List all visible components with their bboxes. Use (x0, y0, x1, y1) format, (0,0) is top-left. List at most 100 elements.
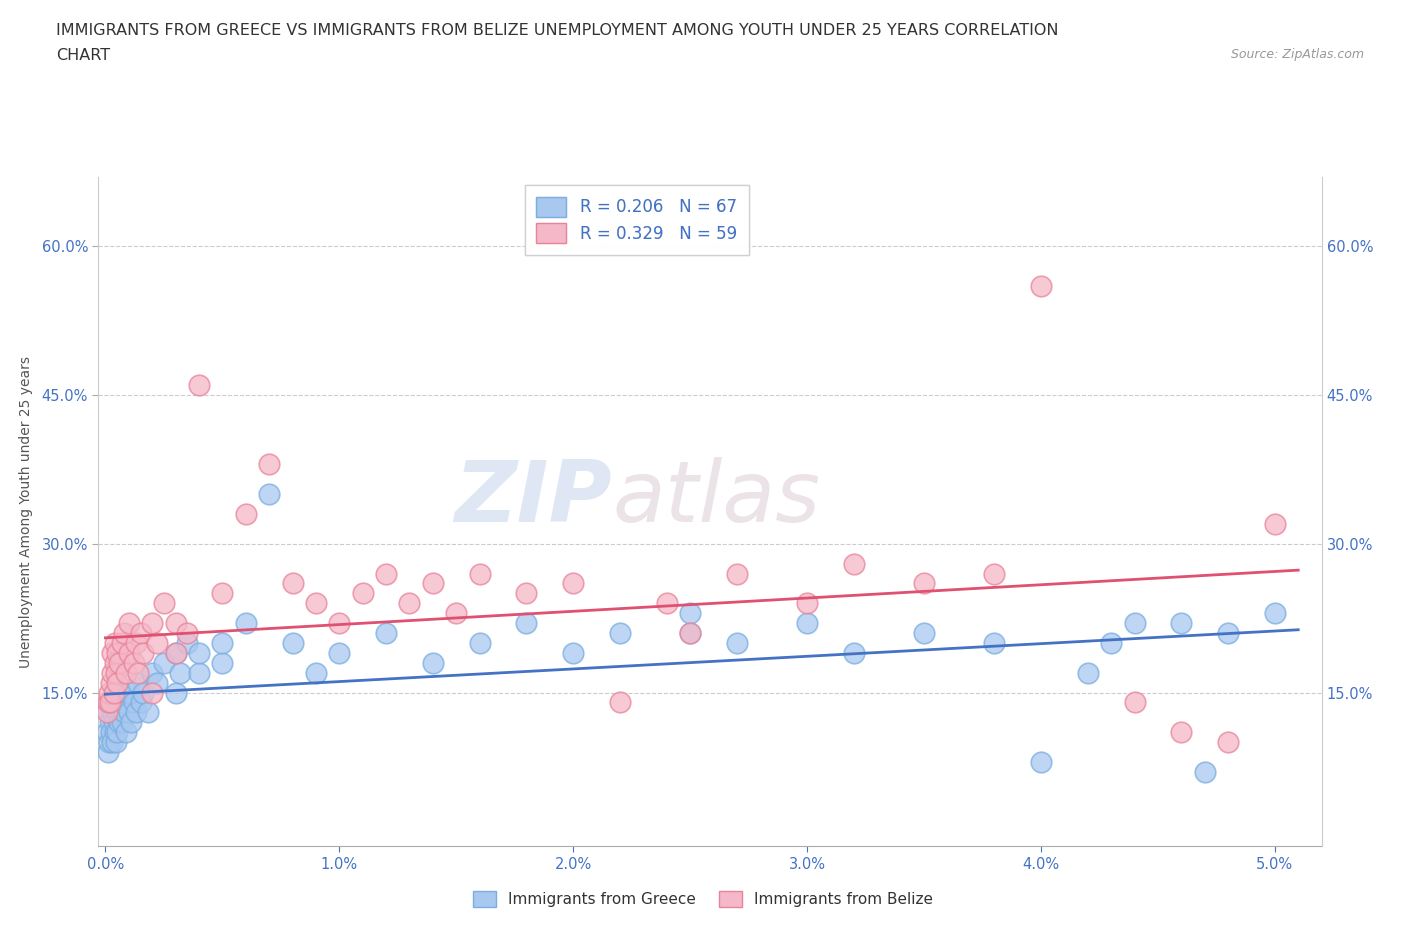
Point (125, 705, 148, 720)
Point (98, 695, 121, 710)
Point (446, 605, 468, 620)
Point (105, 724, 128, 739)
Point (132, 685, 155, 700)
Point (127, 665, 149, 680)
Point (609, 626, 631, 641)
Point (105, 705, 128, 720)
Point (235, 507, 257, 522)
Point (983, 566, 1005, 581)
Point (96, 705, 118, 720)
Y-axis label: Unemployment Among Youth under 25 years: Unemployment Among Youth under 25 years (20, 355, 34, 668)
Point (655, 596, 678, 611)
Point (211, 656, 233, 671)
Point (912, 576, 935, 591)
Text: IMMIGRANTS FROM GREECE VS IMMIGRANTS FROM BELIZE UNEMPLOYMENT AMONG YOUTH UNDER : IMMIGRANTS FROM GREECE VS IMMIGRANTS FRO… (56, 23, 1059, 38)
Point (1194, 764, 1216, 779)
Point (679, 626, 702, 641)
Point (983, 635, 1005, 650)
Point (97, 745, 120, 760)
Point (165, 645, 187, 660)
Point (328, 645, 350, 660)
Point (100, 675, 122, 690)
Point (725, 635, 748, 650)
Point (96, 724, 118, 739)
Text: ZIP: ZIP (454, 457, 612, 539)
Point (105, 675, 128, 690)
Point (305, 596, 328, 611)
Point (1264, 605, 1286, 620)
Point (101, 705, 124, 720)
Point (165, 685, 187, 700)
Point (115, 724, 138, 739)
Point (153, 656, 176, 671)
Point (188, 378, 211, 392)
Point (609, 695, 631, 710)
Point (101, 665, 124, 680)
Point (104, 635, 127, 650)
Point (141, 665, 163, 680)
Point (118, 645, 141, 660)
Point (146, 635, 169, 650)
Point (169, 665, 191, 680)
Point (398, 596, 420, 611)
Legend: R = 0.206   N = 67, R = 0.329   N = 59: R = 0.206 N = 67, R = 0.329 N = 59 (524, 185, 748, 255)
Point (422, 656, 444, 671)
Point (257, 486, 280, 501)
Text: Source: ZipAtlas.com: Source: ZipAtlas.com (1230, 48, 1364, 61)
Point (111, 635, 134, 650)
Point (103, 685, 125, 700)
Legend: Immigrants from Greece, Immigrants from Belize: Immigrants from Greece, Immigrants from … (467, 884, 939, 913)
Point (132, 645, 155, 660)
Point (118, 705, 141, 720)
Point (165, 616, 187, 631)
Point (97, 685, 120, 700)
Point (104, 656, 127, 671)
Point (97, 735, 120, 750)
Point (105, 645, 128, 660)
Point (115, 665, 138, 680)
Point (129, 695, 152, 710)
Text: CHART: CHART (56, 48, 110, 63)
Point (97, 695, 120, 710)
Point (257, 457, 280, 472)
Point (211, 635, 233, 650)
Point (468, 635, 491, 650)
Point (165, 645, 187, 660)
Point (842, 645, 865, 660)
Point (375, 626, 398, 641)
Point (468, 566, 491, 581)
Point (1216, 735, 1239, 750)
Point (235, 616, 257, 631)
Point (188, 665, 211, 680)
Point (112, 626, 135, 641)
Point (176, 635, 198, 650)
Point (842, 556, 865, 571)
Point (281, 576, 304, 591)
Point (101, 645, 124, 660)
Point (104, 665, 127, 680)
Text: atlas: atlas (612, 457, 820, 539)
Point (108, 656, 131, 671)
Point (104, 735, 127, 750)
Point (129, 626, 152, 641)
Point (562, 645, 585, 660)
Point (912, 626, 935, 641)
Point (108, 715, 131, 730)
Point (1099, 635, 1122, 650)
Point (122, 656, 145, 671)
Point (111, 715, 134, 730)
Point (1216, 626, 1239, 641)
Point (352, 586, 374, 601)
Point (211, 586, 233, 601)
Point (141, 616, 163, 631)
Point (515, 616, 537, 631)
Point (108, 685, 131, 700)
Point (375, 566, 398, 581)
Point (1123, 695, 1146, 710)
Point (679, 626, 702, 641)
Point (100, 724, 122, 739)
Point (118, 616, 141, 631)
Point (97, 705, 120, 720)
Point (103, 715, 125, 730)
Point (679, 605, 702, 620)
